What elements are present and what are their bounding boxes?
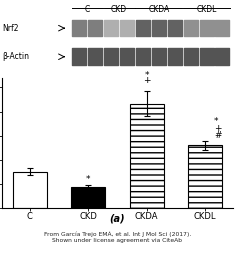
Text: #: # [214,131,222,140]
Text: CKDA: CKDA [148,5,169,14]
Bar [71,187,105,208]
Text: *: * [145,71,149,80]
Text: C: C [85,5,90,14]
Text: Nrf2: Nrf2 [2,24,19,33]
Text: *: * [214,117,219,126]
Text: +: + [143,76,150,84]
Text: CKD: CKD [111,5,127,14]
Text: From García Trejo EMÁ, et al. Int J Mol Sci (2017).
Shown under license agreemen: From García Trejo EMÁ, et al. Int J Mol … [44,231,191,243]
Text: (a): (a) [110,214,125,224]
Bar [13,172,47,208]
Text: CKDL: CKDL [196,5,217,14]
Text: β-Actin: β-Actin [2,52,29,61]
Bar [130,104,164,208]
Text: *: * [86,175,90,184]
Bar [188,145,222,208]
Text: +: + [214,124,222,133]
